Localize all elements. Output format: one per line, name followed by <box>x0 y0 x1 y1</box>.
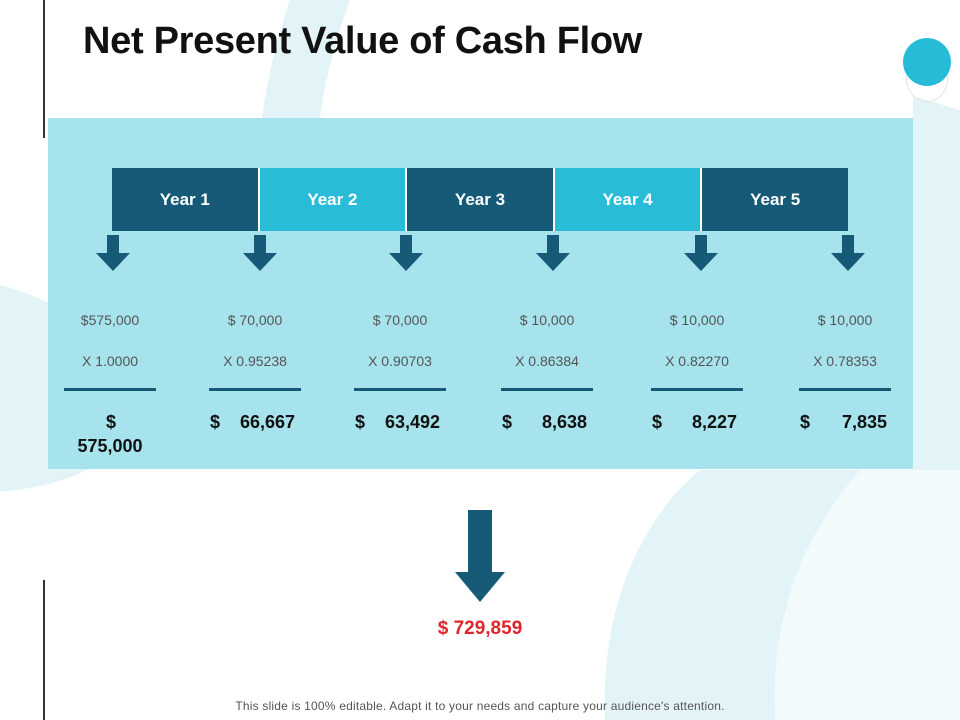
discount-factor: X 1.0000 <box>81 353 139 369</box>
cash-flow-amount: $575,000 <box>80 312 140 328</box>
slide-footer: This slide is 100% editable. Adapt it to… <box>235 699 725 713</box>
year-3-label: Year 3 <box>407 168 555 231</box>
present-value: 8,638 <box>542 412 588 432</box>
sum-rule <box>64 388 156 391</box>
arrow-down-icon <box>389 235 423 271</box>
present-value-currency: $ <box>210 412 221 432</box>
bg-band-right <box>774 470 960 720</box>
arrow-down-icon <box>96 235 130 271</box>
present-value-currency: $ <box>800 412 811 432</box>
cash-flow-amount: $ 10,000 <box>669 312 725 328</box>
left-accent-line-bottom <box>43 580 45 720</box>
year-bar: Year 1 Year 2 Year 3 Year 4 Year 5 <box>112 168 848 231</box>
present-value-currency: $ <box>106 412 117 432</box>
circle-decoration <box>903 38 951 86</box>
present-value: 63,492 <box>385 412 441 432</box>
present-value: 66,667 <box>240 412 296 432</box>
cash-flow-amount: $ 10,000 <box>817 312 873 328</box>
sum-rule <box>209 388 301 391</box>
discount-factor: X 0.82270 <box>665 353 729 369</box>
bg-curve-top <box>262 0 350 118</box>
cash-flow-amount: $ 70,000 <box>227 312 283 328</box>
discount-factor: X 0.78353 <box>813 353 877 369</box>
sum-rule <box>501 388 593 391</box>
left-accent-line-top <box>43 0 45 138</box>
discount-factor: X 0.86384 <box>515 353 579 369</box>
sum-rule <box>651 388 743 391</box>
cash-flow-amount: $ 70,000 <box>372 312 428 328</box>
year-2-label: Year 2 <box>259 168 408 231</box>
present-value: 575,000 <box>77 436 143 456</box>
sum-rule <box>799 388 891 391</box>
cash-flow-amount: $ 10,000 <box>519 312 575 328</box>
present-value-currency: $ <box>355 412 366 432</box>
arrow-down-icon <box>243 235 277 271</box>
slide-title: Net Present Value of Cash Flow <box>83 20 643 62</box>
npv-total: $ 729,859 <box>437 618 523 639</box>
present-value: 8,227 <box>692 412 738 432</box>
present-value: 7,835 <box>842 412 888 432</box>
year-5-label: Year 5 <box>702 168 848 231</box>
present-value-currency: $ <box>652 412 663 432</box>
present-value-currency: $ <box>502 412 513 432</box>
arrow-down-icon <box>536 235 570 271</box>
year-1-label: Year 1 <box>112 168 260 231</box>
sum-rule <box>354 388 446 391</box>
discount-factor: X 0.90703 <box>368 353 432 369</box>
arrow-down-icon <box>455 510 505 602</box>
year-4-label: Year 4 <box>554 168 703 231</box>
arrow-down-icon <box>684 235 718 271</box>
arrow-down-icon <box>831 235 865 271</box>
discount-factor: X 0.95238 <box>223 353 287 369</box>
